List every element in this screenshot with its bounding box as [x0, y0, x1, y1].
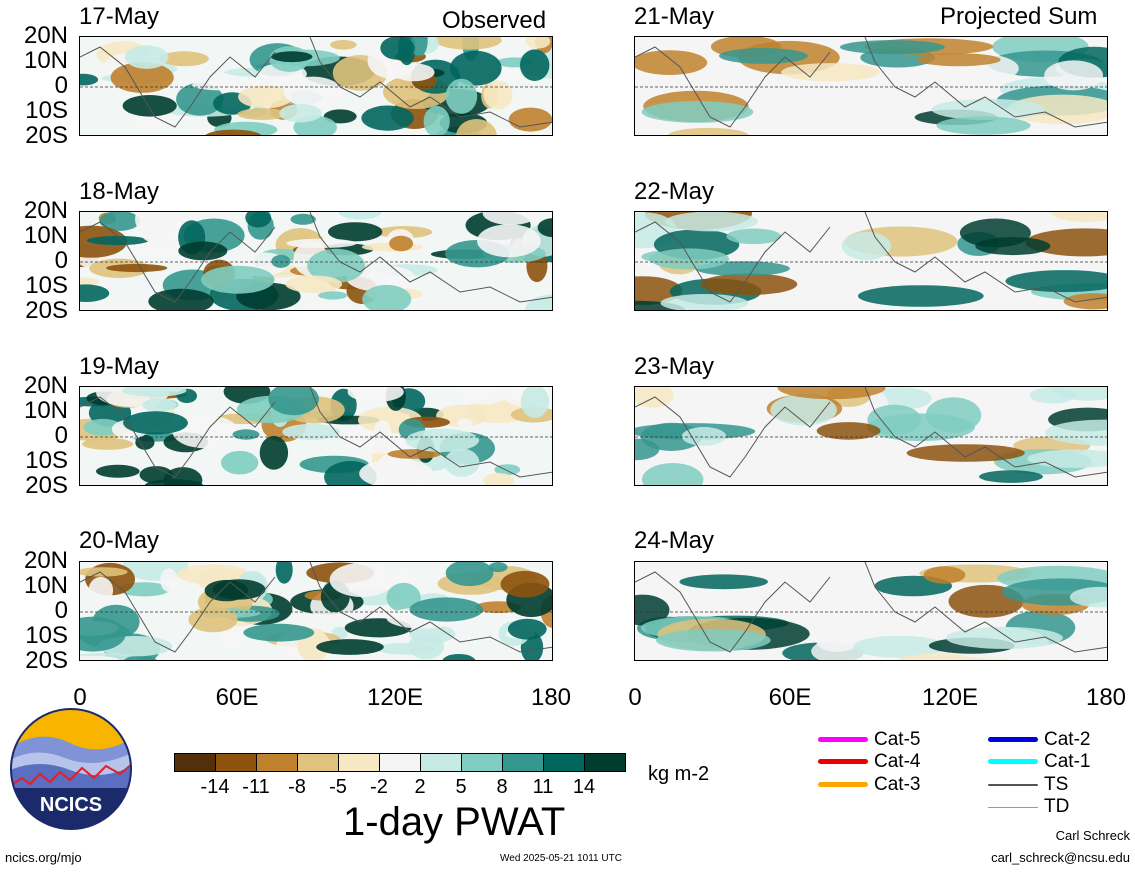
- footer-author: Carl Schreck: [1055, 828, 1130, 843]
- lat-label: 20S: [25, 297, 68, 324]
- lon-label-60e: 60E: [215, 684, 259, 711]
- pwat-field: [635, 387, 1107, 485]
- lat-label: 20S: [25, 472, 68, 499]
- lat-label: 20S: [25, 647, 68, 674]
- storm-legend-label: TD: [1044, 796, 1070, 817]
- lat-label: 10S: [25, 97, 68, 124]
- lat-label: 0: [54, 247, 68, 274]
- colorbar-tick-label: 5: [455, 776, 467, 798]
- colorbar-swatch: [420, 753, 462, 772]
- colorbar-tick-label: 8: [496, 776, 508, 798]
- lat-label: 10S: [25, 447, 68, 474]
- storm-legend-line: [818, 759, 868, 764]
- panel-date-2: 18-May: [79, 178, 160, 205]
- panel-date-8: 24-May: [634, 527, 715, 554]
- lat-label: 10N: [23, 572, 68, 599]
- footer-timestamp: Wed 2025-05-21 1011 UTC: [500, 853, 622, 864]
- colorbar-swatch: [379, 753, 421, 772]
- map-panel-21-may: [634, 36, 1108, 136]
- map-panel-17-may: [79, 36, 553, 136]
- storm-legend-label: Cat-2: [1044, 729, 1091, 750]
- footer-email[interactable]: carl_schreck@ncsu.edu: [991, 850, 1130, 865]
- storm-legend-label: Cat-4: [874, 751, 921, 772]
- storm-legend-line: [818, 782, 868, 787]
- pwat-field: [80, 387, 552, 485]
- map-panel-24-may: [634, 561, 1108, 661]
- panel-date-1: 17-May: [79, 3, 160, 30]
- storm-legend-line: [818, 737, 868, 742]
- ncics-logo[interactable]: NCICS: [10, 708, 132, 830]
- colorbar-swatch: [174, 753, 216, 772]
- lon-label-180: 180: [530, 684, 572, 711]
- panel-date-6: 22-May: [634, 178, 715, 205]
- storm-legend-label: Cat-5: [874, 729, 921, 750]
- colorbar-swatch: [256, 753, 298, 772]
- colorbar-swatch: [584, 753, 626, 772]
- footer-url[interactable]: ncics.org/mjo: [5, 850, 82, 865]
- colorbar-tick-label: -14: [200, 776, 230, 798]
- projected-header: Projected Sum: [940, 3, 1098, 30]
- colorbar-tick-label: -11: [242, 776, 270, 798]
- map-panel-19-may: [79, 386, 553, 486]
- lat-label: 10N: [23, 47, 68, 74]
- panel-date-3: 19-May: [79, 353, 160, 380]
- lat-label: 10N: [23, 222, 68, 249]
- colorbar-title: 1-day PWAT: [343, 800, 566, 844]
- lat-label: 10S: [25, 622, 68, 649]
- colorbar-tick-label: -2: [370, 776, 388, 798]
- colorbar-tick-label: 14: [572, 776, 596, 798]
- colorbar-swatch: [502, 753, 544, 772]
- storm-legend-line: [988, 759, 1038, 764]
- observed-header: Observed: [442, 7, 547, 34]
- lat-label: 0: [54, 422, 68, 449]
- colorbar-swatch: [461, 753, 503, 772]
- lon-label-60e-right: 60E: [768, 684, 812, 711]
- storm-legend-label: Cat-3: [874, 774, 921, 795]
- lon-label-0: 0: [73, 684, 87, 711]
- map-panel-20-may: [79, 561, 553, 661]
- colorbar-tick-label: -8: [288, 776, 306, 798]
- lat-label: 10N: [23, 397, 68, 424]
- lon-label-120e: 120E: [366, 684, 424, 711]
- colorbar-tick-label: -5: [329, 776, 347, 798]
- lat-label: 20N: [23, 22, 68, 49]
- pwat-field: [635, 562, 1107, 660]
- colorbar-tick-label: 2: [414, 776, 426, 798]
- lat-label: 10S: [25, 272, 68, 299]
- map-panel-18-may: [79, 211, 553, 311]
- colorbar-swatch: [215, 753, 257, 772]
- lat-label: 0: [54, 72, 68, 99]
- lat-label: 20N: [23, 197, 68, 224]
- lon-label-0-right: 0: [628, 684, 642, 711]
- lat-label: 20N: [23, 372, 68, 399]
- lat-label: 0: [54, 597, 68, 624]
- pwat-field: [635, 37, 1107, 135]
- colorbar-tick-label: 11: [532, 776, 554, 798]
- pwat-field: [635, 212, 1107, 310]
- lon-label-180-right: 180: [1085, 684, 1127, 711]
- lon-label-120e-right: 120E: [921, 684, 979, 711]
- panel-date-5: 21-May: [634, 3, 715, 30]
- map-panel-22-may: [634, 211, 1108, 311]
- lat-label: 20S: [25, 122, 68, 149]
- storm-legend-line: [988, 807, 1038, 808]
- panel-date-4: 20-May: [79, 527, 160, 554]
- colorbar-swatch: [338, 753, 380, 772]
- colorbar-swatch: [297, 753, 339, 772]
- logo-text: NCICS: [40, 794, 102, 816]
- pwat-field: [80, 37, 552, 135]
- pwat-field: [80, 212, 552, 310]
- storm-legend-line: [988, 784, 1038, 786]
- storm-legend-label: TS: [1044, 774, 1069, 795]
- colorbar-swatch: [543, 753, 585, 772]
- map-panel-23-may: [634, 386, 1108, 486]
- storm-legend-line: [988, 737, 1038, 742]
- colorbar-units: kg m-2: [648, 763, 710, 785]
- lat-label: 20N: [23, 547, 68, 574]
- storm-legend-label: Cat-1: [1044, 751, 1091, 772]
- pwat-field: [80, 562, 552, 660]
- panel-date-7: 23-May: [634, 353, 715, 380]
